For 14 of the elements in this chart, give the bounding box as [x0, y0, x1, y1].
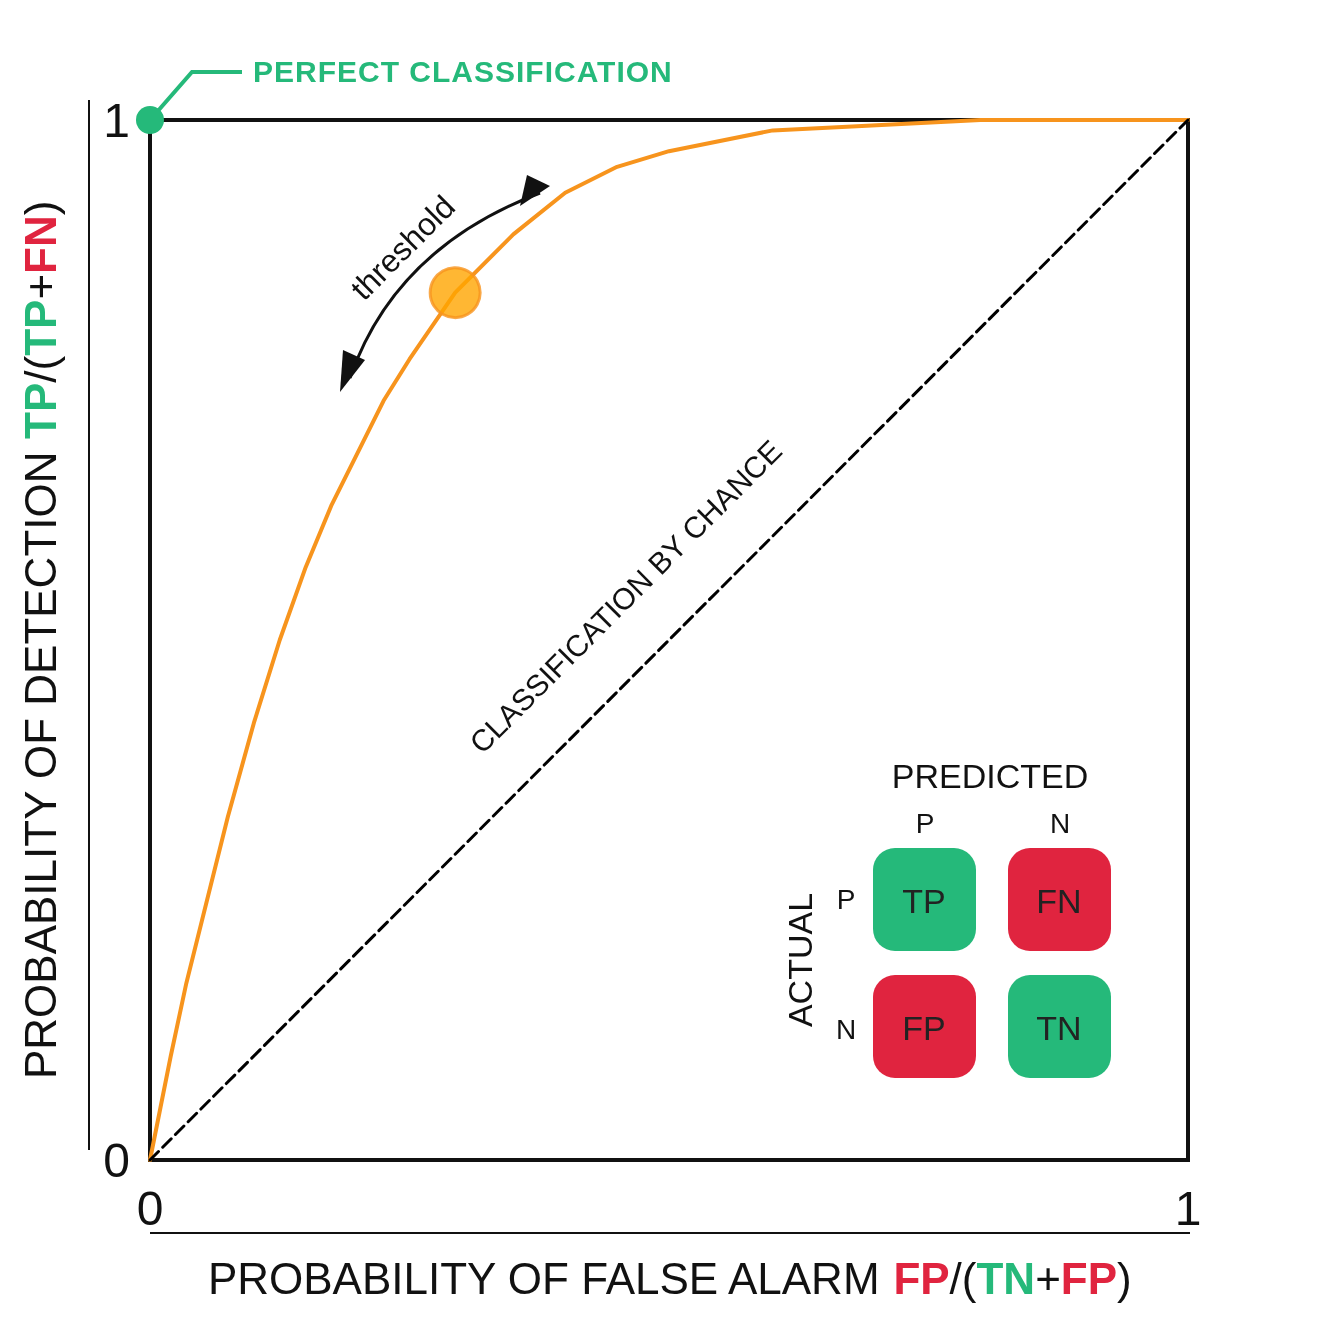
line-series [148, 118, 1190, 1162]
annotation: N [1049, 808, 1071, 840]
annotation: P [915, 808, 935, 840]
annotation: PREDICTED [891, 756, 1089, 796]
annotation: FN [1036, 881, 1082, 921]
y-axis-title: PROBABILITY OF DETECTION TP/(TP+FN) [15, 200, 65, 1080]
annotation: N [835, 1014, 857, 1046]
annotation: TP [902, 881, 946, 921]
annotation: TN [1036, 1008, 1082, 1048]
annotation: P [836, 884, 856, 916]
annotation: FP [902, 1008, 946, 1048]
x-axis-title: PROBABILITY OF FALSE ALARM FP/(TN+FP) [207, 1253, 1132, 1303]
annotation: PERFECT CLASSIFICATION [253, 55, 673, 89]
annotation: ACTUAL [780, 892, 820, 1028]
